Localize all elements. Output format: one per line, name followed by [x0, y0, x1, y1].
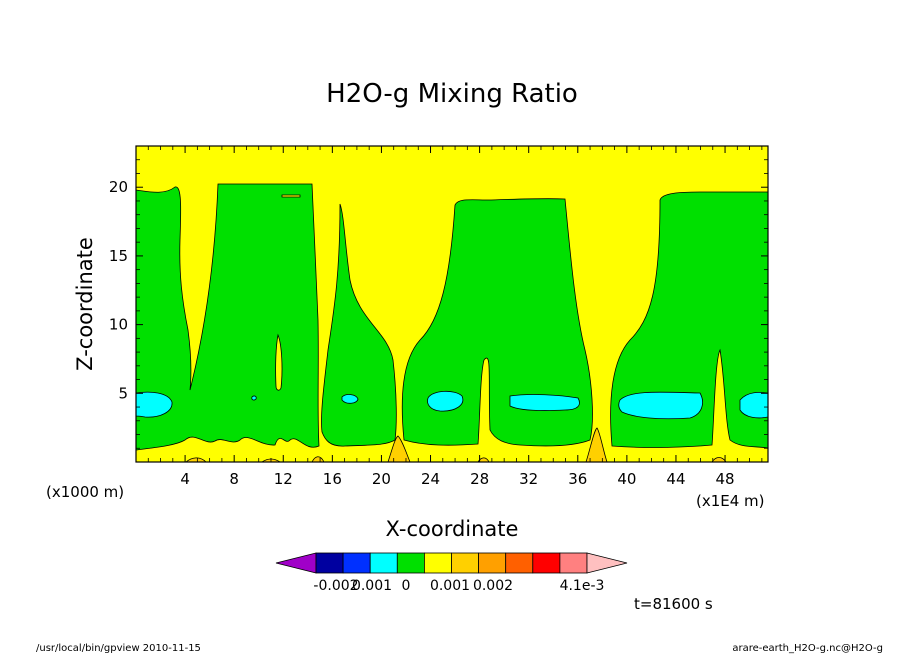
- colorbar-segment: [423, 552, 452, 574]
- colorbar-segment: [315, 552, 344, 574]
- x-tick-label: 48: [716, 470, 735, 488]
- colorbar-arrow-high: [586, 552, 628, 574]
- y-tick-label: 15: [109, 247, 128, 265]
- footer-right: arare-earth_H2O-g.nc@H2O-g: [732, 643, 883, 654]
- y-tick-label: 10: [109, 316, 128, 334]
- footer-left: /usr/local/bin/gpview 2010-11-15: [36, 643, 201, 654]
- colorbar-segment: [559, 552, 588, 574]
- green-region: [135, 183, 320, 451]
- cyan-region: [427, 390, 464, 412]
- x-tick-label: 36: [568, 470, 587, 488]
- colorbar-label: 0.001: [430, 578, 470, 594]
- orange-region: [585, 427, 608, 463]
- green-region: [401, 198, 593, 447]
- cyan-region: [509, 394, 580, 411]
- cyan-region: [341, 394, 359, 404]
- x-axis-label: X-coordinate: [386, 517, 519, 541]
- chart-title: H2O-g Mixing Ratio: [326, 79, 578, 109]
- x-tick-label: 28: [470, 470, 489, 488]
- x-tick-label: 20: [372, 470, 391, 488]
- colorbar-label: 0.002: [473, 578, 513, 594]
- yellow-pocket: [281, 194, 301, 198]
- x-unit-left: (x1000 m): [46, 483, 124, 501]
- x-tick-label: 8: [229, 470, 239, 488]
- green-region: [321, 203, 397, 447]
- y-axis: 5 10 15 20: [109, 159, 768, 449]
- cyan-region: [739, 392, 769, 419]
- y-axis-label: Z-coordinate: [73, 237, 97, 371]
- x-tick-label: 40: [617, 470, 636, 488]
- x-tick-label: 4: [180, 470, 190, 488]
- yellow-pocket: [275, 333, 283, 391]
- orange-region: [387, 435, 411, 463]
- colorbar-segment: [451, 552, 480, 574]
- x-tick-label: 16: [323, 470, 342, 488]
- cyan-region: [135, 391, 173, 418]
- colorbar-segment: [478, 552, 507, 574]
- cyan-region: [618, 391, 703, 420]
- x-tick-label: 24: [421, 470, 440, 488]
- colorbar-label: -0.002: [313, 578, 358, 594]
- colorbar-label: 0.001: [352, 578, 392, 594]
- colorbar-segment: [532, 552, 561, 574]
- x-unit-right: (x1E4 m): [696, 492, 765, 510]
- colorbar-label: 4.1e-3: [560, 578, 605, 594]
- time-label: t=81600 s: [634, 595, 713, 613]
- colorbar-segment: [342, 552, 371, 574]
- colorbar-segment: [369, 552, 398, 574]
- x-tick-label: 44: [666, 470, 685, 488]
- colorbar-label: 0: [402, 578, 411, 594]
- y-tick-label: 20: [109, 178, 128, 196]
- green-region: [610, 191, 769, 449]
- x-tick-label: 12: [274, 470, 293, 488]
- plot-frame: [135, 145, 769, 463]
- colorbar-arrow-low: [275, 552, 317, 574]
- colorbar-segment: [396, 552, 425, 574]
- colorbar-segment: [505, 552, 534, 574]
- y-tick-label: 5: [118, 384, 128, 402]
- x-axis: 4 8 12 16 20 24 28 32 36 40 44 48: [147, 146, 763, 488]
- x-tick-label: 32: [519, 470, 538, 488]
- plot-area: [135, 145, 769, 463]
- cyan-region: [251, 395, 257, 401]
